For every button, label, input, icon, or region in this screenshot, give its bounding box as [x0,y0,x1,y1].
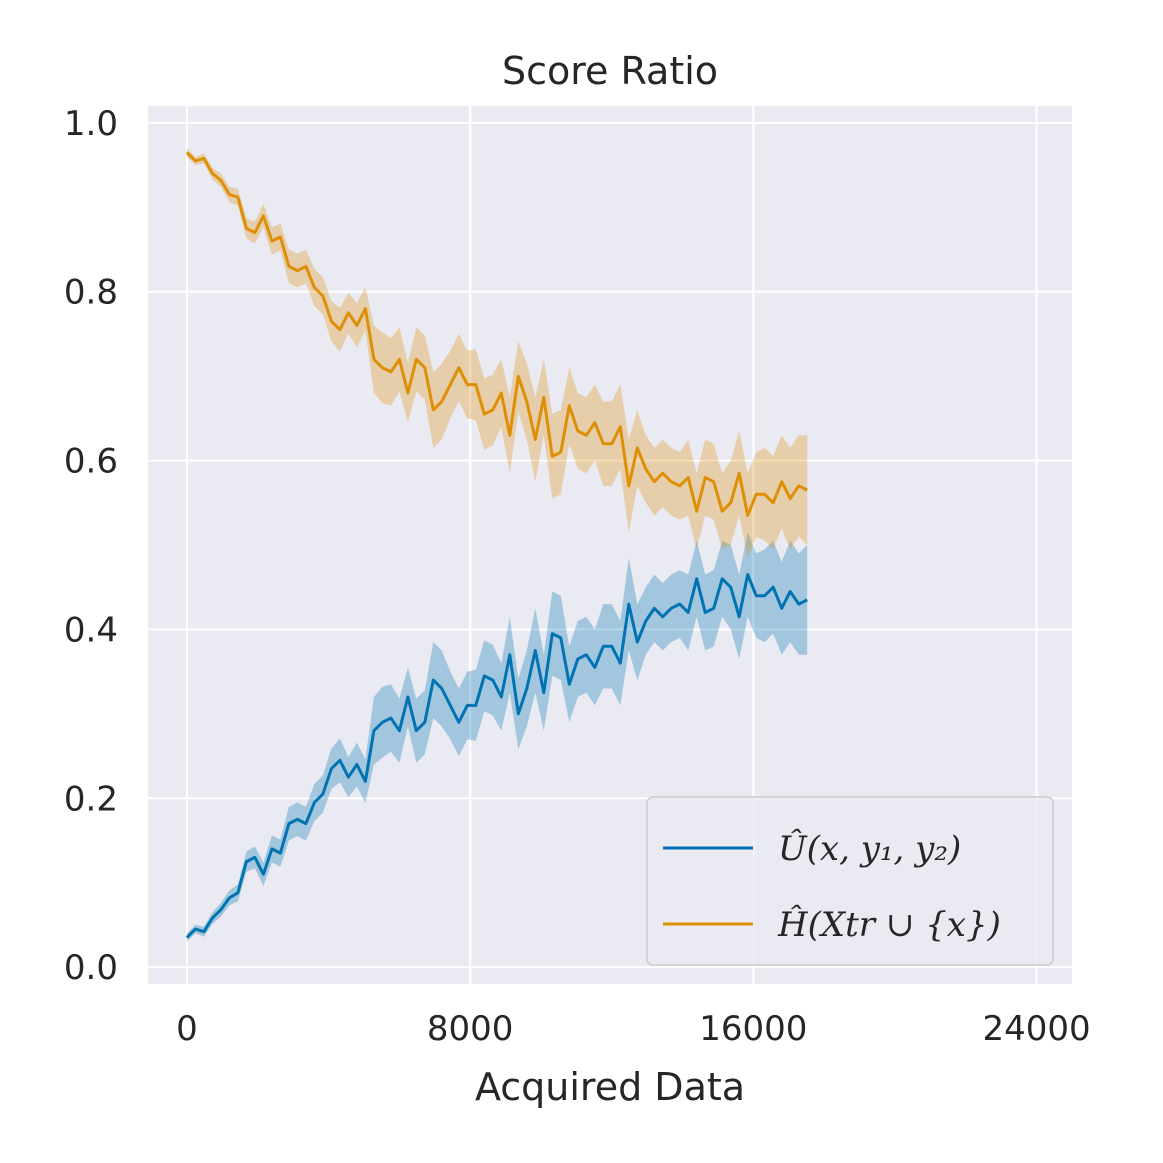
x-tick-label: 8000 [427,1009,514,1049]
chart-title: Score Ratio [502,49,718,93]
y-tick-label: 0.0 [64,948,118,988]
y-tick-label: 1.0 [64,104,118,144]
legend-label-u-hat: Û(x, y₁, y₂) [778,828,961,869]
x-axis-label: Acquired Data [475,1065,745,1109]
x-tick-label: 24000 [983,1009,1091,1049]
legend-label-h-hat: Ĥ(Xtr ∪ {x}) [777,904,1001,945]
series-band-0 [186,532,808,942]
x-tick-label: 0 [176,1009,198,1049]
series-band-1 [186,148,808,558]
x-tick-label: 16000 [699,1009,807,1049]
series-line-0 [185,573,808,939]
tick-labels: 0 8000 16000 24000 0.0 0.2 0.4 0.6 0.8 1.0 [64,104,1091,1049]
y-tick-label: 0.6 [64,442,118,482]
y-tick-label: 0.4 [64,610,118,650]
y-tick-label: 0.8 [64,273,118,313]
series-lines [185,151,808,939]
confidence-bands [186,148,808,942]
y-tick-label: 0.2 [64,779,118,819]
series-line-1 [185,151,808,517]
legend: Û(x, y₁, y₂) Ĥ(Xtr ∪ {x}) [646,796,1054,966]
